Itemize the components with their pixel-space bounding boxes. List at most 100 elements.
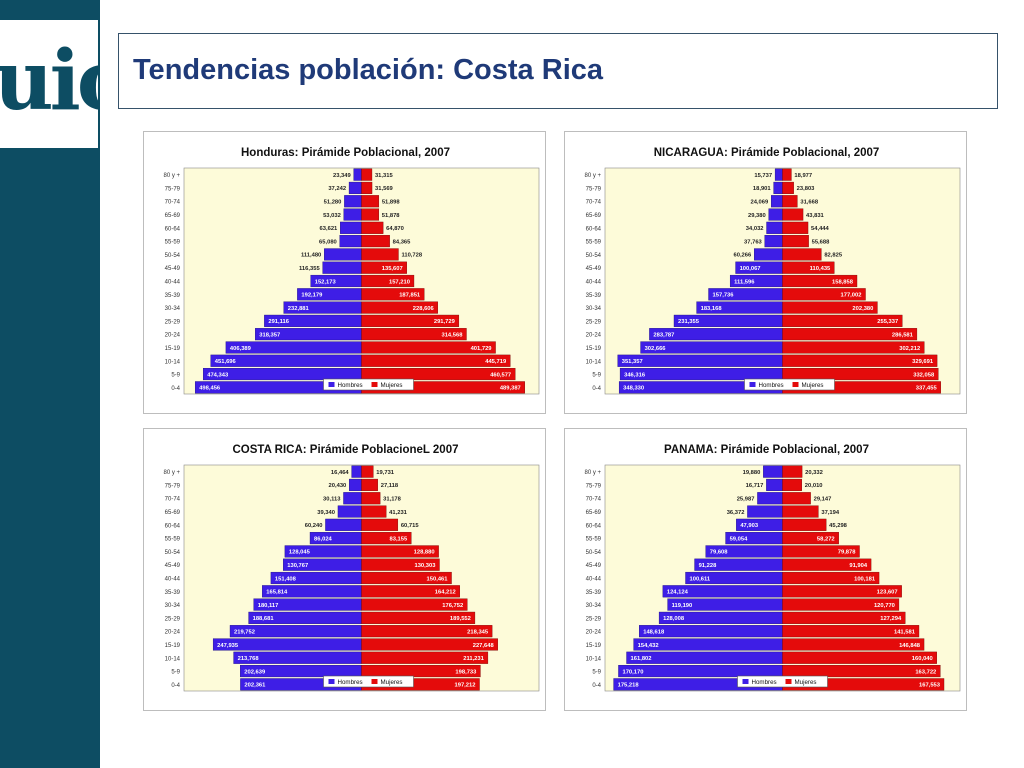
data-label-mujeres: 91,904: [849, 563, 868, 569]
bar-mujeres: [782, 638, 925, 651]
age-group-label: 55-59: [165, 240, 181, 246]
data-label-hombres: 157,736: [713, 293, 735, 299]
age-group-label: 45-49: [165, 563, 181, 569]
legend-label-mujeres: Mujeres: [381, 382, 403, 389]
age-group-label: 75-79: [586, 186, 602, 192]
age-group-label: 70-74: [165, 497, 181, 503]
data-label-mujeres: 54,444: [811, 226, 830, 232]
data-label-hombres: 53,032: [323, 213, 341, 219]
data-label-hombres: 128,045: [289, 550, 311, 556]
age-group-label: 0-4: [171, 386, 180, 392]
age-group-label: 15-19: [165, 643, 181, 649]
age-group-label: 20-24: [586, 333, 602, 339]
data-label-hombres: 202,361: [244, 683, 266, 689]
bar-hombres: [337, 505, 362, 518]
age-group-label: 5-9: [592, 670, 601, 676]
data-label-mujeres: 228,606: [413, 306, 435, 312]
age-group-label: 25-29: [586, 319, 602, 325]
data-label-mujeres: 110,728: [401, 253, 422, 259]
age-group-label: 5-9: [592, 373, 601, 379]
data-label-mujeres: 302,212: [899, 346, 920, 352]
data-label-mujeres: 84,365: [393, 239, 412, 245]
bar-mujeres: [361, 558, 440, 571]
data-label-mujeres: 100,181: [854, 576, 876, 582]
data-label-hombres: 86,024: [314, 536, 333, 542]
data-label-hombres: 213,768: [238, 656, 260, 662]
age-group-label: 50-54: [586, 253, 602, 259]
legend: [737, 675, 828, 688]
bar-mujeres: [782, 611, 906, 624]
age-group-label: 30-34: [586, 306, 602, 312]
data-label-hombres: 351,357: [622, 359, 643, 365]
age-group-label: 0-4: [171, 683, 180, 689]
legend-swatch-hombres: [328, 382, 335, 387]
data-label-mujeres: 83,155: [390, 536, 409, 542]
data-label-mujeres: 197,212: [455, 683, 476, 689]
data-label-mujeres: 401,729: [471, 346, 493, 352]
data-label-mujeres: 31,668: [800, 200, 819, 206]
data-label-mujeres: 150,461: [427, 576, 449, 582]
bar-mujeres: [361, 235, 390, 248]
data-label-hombres: 128,008: [663, 616, 685, 622]
data-label-hombres: 59,054: [730, 536, 749, 542]
age-group-label: 40-44: [586, 280, 602, 286]
age-group-label: 15-19: [586, 346, 602, 352]
age-group-label: 30-34: [165, 306, 181, 312]
age-group-label: 70-74: [165, 200, 181, 206]
bar-hombres: [773, 181, 783, 194]
age-group-label: 20-24: [165, 333, 181, 339]
bar-mujeres: [361, 341, 496, 354]
bar-mujeres: [361, 625, 493, 638]
bar-mujeres: [361, 505, 387, 518]
legend-label-mujeres: Mujeres: [795, 679, 817, 686]
bar-hombres: [763, 465, 783, 478]
legend-swatch-hombres: [742, 679, 749, 684]
data-label-hombres: 192,179: [301, 293, 323, 299]
bar-hombres: [348, 181, 362, 194]
data-label-hombres: 170,170: [622, 669, 643, 675]
data-label-mujeres: 43,831: [806, 213, 825, 219]
bar-hombres: [324, 248, 362, 261]
bar-mujeres: [361, 248, 399, 261]
bar-mujeres: [782, 261, 835, 274]
data-label-mujeres: 51,898: [382, 200, 401, 206]
nicaragua-pyramid-chart: NICARAGUA: Pirámide Poblacional, 2007 80 …: [584, 147, 961, 395]
data-label-mujeres: 29,147: [814, 497, 832, 503]
data-label-mujeres: 146,848: [899, 643, 921, 649]
data-label-hombres: 60,266: [734, 253, 753, 259]
bar-mujeres: [782, 235, 809, 248]
bar-mujeres: [361, 181, 373, 194]
age-group-label: 25-29: [165, 319, 181, 325]
data-label-hombres: 25,987: [737, 497, 755, 503]
data-label-hombres: 30,113: [323, 497, 341, 503]
bar-mujeres: [361, 368, 516, 381]
age-group-label: 65-69: [165, 510, 181, 516]
data-label-hombres: 183,168: [701, 306, 723, 312]
bar-hombres: [343, 492, 362, 505]
data-label-hombres: 63,621: [320, 226, 339, 232]
bar-mujeres: [782, 492, 811, 505]
legend-swatch-hombres: [328, 679, 335, 684]
age-group-label: 70-74: [586, 497, 602, 503]
bar-mujeres: [361, 208, 380, 221]
age-group-label: 60-64: [586, 523, 602, 529]
age-group-label: 80 y +: [584, 173, 601, 179]
data-label-mujeres: 164,212: [435, 590, 456, 596]
data-label-hombres: 348,330: [623, 386, 644, 392]
age-group-label: 35-39: [586, 590, 602, 596]
age-group-label: 20-24: [165, 630, 181, 636]
data-label-mujeres: 58,272: [817, 536, 835, 542]
data-label-mujeres: 202,380: [852, 306, 873, 312]
bar-mujeres: [782, 248, 822, 261]
age-group-label: 60-64: [586, 226, 602, 232]
age-group-label: 50-54: [165, 253, 181, 259]
data-label-hombres: 302,666: [645, 346, 667, 352]
data-label-mujeres: 20,010: [805, 483, 823, 489]
data-label-hombres: 29,380: [748, 213, 766, 219]
age-group-label: 75-79: [165, 483, 181, 489]
legend: [323, 675, 414, 688]
age-group-label: 70-74: [586, 200, 602, 206]
data-label-hombres: 20,430: [329, 483, 347, 489]
bar-mujeres: [361, 478, 378, 491]
bar-mujeres: [361, 465, 374, 478]
